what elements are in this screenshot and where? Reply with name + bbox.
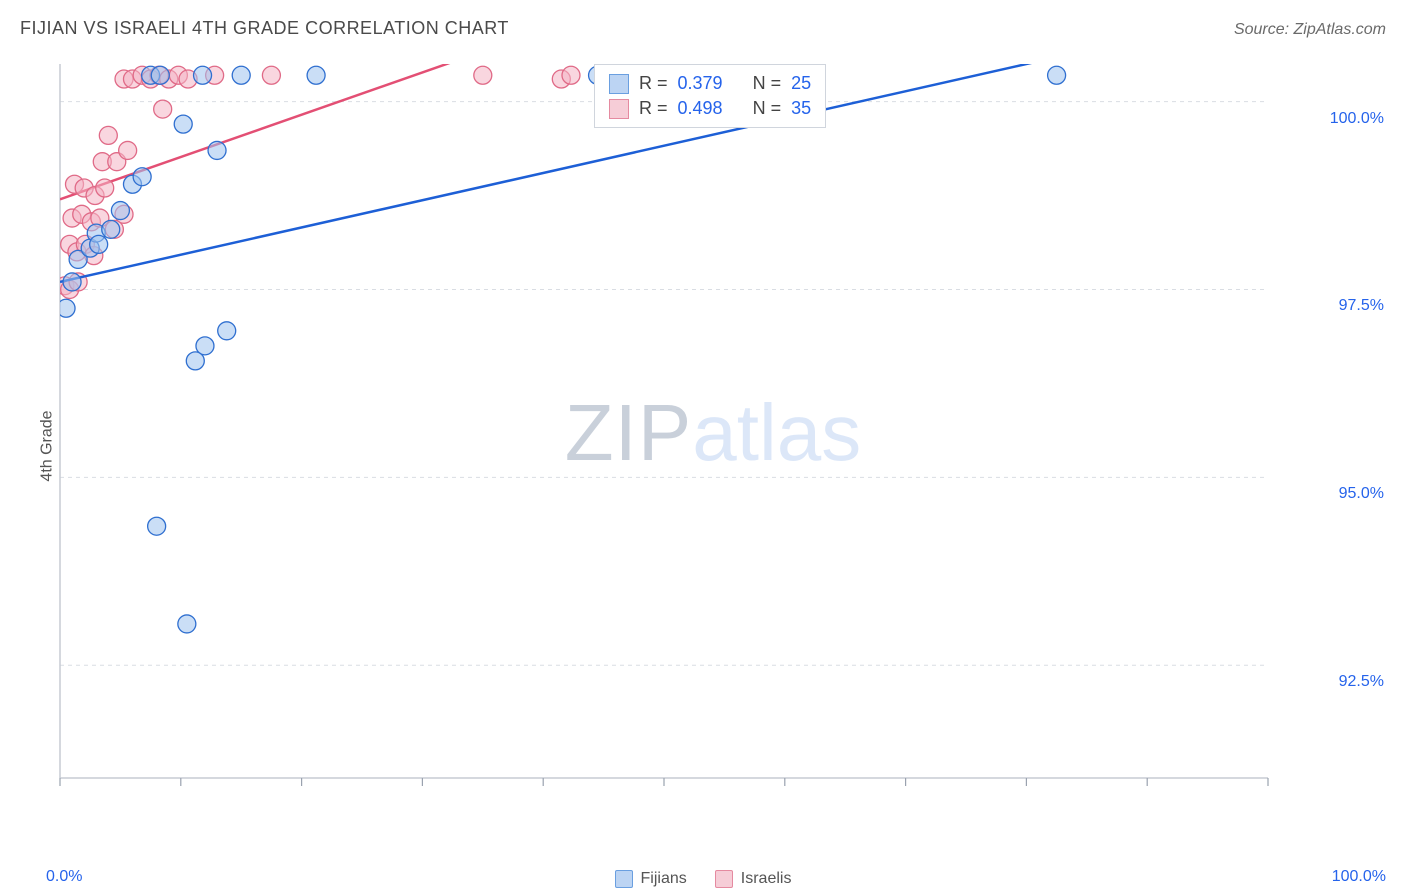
legend-item-fijians[interactable]: Fijians xyxy=(615,870,687,888)
title-bar: FIJIAN VS ISRAELI 4TH GRADE CORRELATION … xyxy=(20,18,1386,39)
n-label: N = xyxy=(753,73,782,94)
r-label: R = xyxy=(639,98,668,119)
source-attribution: Source: ZipAtlas.com xyxy=(1234,21,1386,39)
legend-swatch-israelis-icon xyxy=(715,870,733,888)
y-tick-label: 92.5% xyxy=(1339,673,1384,691)
chart-container: FIJIAN VS ISRAELI 4TH GRADE CORRELATION … xyxy=(0,0,1406,892)
scatter-chart-svg xyxy=(58,58,1368,808)
y-tick-label: 100.0% xyxy=(1330,110,1384,128)
legend-label-israelis: Israelis xyxy=(741,870,792,888)
plot-area: R = 0.379 N = 25 R = 0.498 N = 35 ZIPatl… xyxy=(58,58,1368,808)
n-value-fijians: 25 xyxy=(791,73,811,94)
legend-label-fijians: Fijians xyxy=(641,870,687,888)
r-label: R = xyxy=(639,73,668,94)
y-tick-label: 95.0% xyxy=(1339,485,1384,503)
legend-item-israelis[interactable]: Israelis xyxy=(715,870,792,888)
swatch-fijians-icon xyxy=(609,74,629,94)
bottom-legend: Fijians Israelis xyxy=(0,870,1406,888)
swatch-israelis-icon xyxy=(609,99,629,119)
legend-swatch-fijians-icon xyxy=(615,870,633,888)
stats-row-fijians: R = 0.379 N = 25 xyxy=(609,71,811,96)
n-value-israelis: 35 xyxy=(791,98,811,119)
r-value-israelis: 0.498 xyxy=(678,98,723,119)
correlation-stats-box: R = 0.379 N = 25 R = 0.498 N = 35 xyxy=(594,64,826,128)
chart-title: FIJIAN VS ISRAELI 4TH GRADE CORRELATION … xyxy=(20,18,509,39)
r-value-fijians: 0.379 xyxy=(678,73,723,94)
y-axis-label: 4th Grade xyxy=(39,410,57,481)
stats-row-israelis: R = 0.498 N = 35 xyxy=(609,96,811,121)
n-label: N = xyxy=(753,98,782,119)
y-tick-label: 97.5% xyxy=(1339,297,1384,315)
